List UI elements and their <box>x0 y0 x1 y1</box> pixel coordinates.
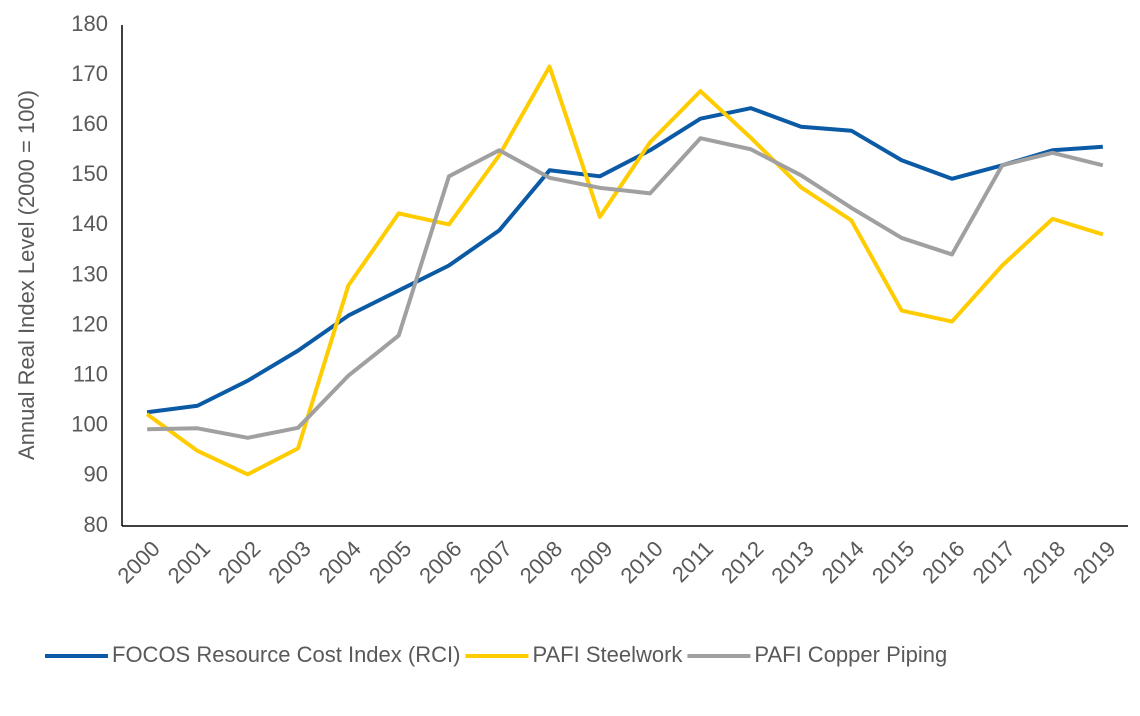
x-tick-label: 2013 <box>766 536 818 588</box>
x-tick-label: 2014 <box>817 536 869 588</box>
x-tick-label: 2012 <box>716 536 768 588</box>
y-axis-label: Annual Real Index Level (2000 = 100) <box>14 90 39 460</box>
x-tick-label: 2019 <box>1068 536 1120 588</box>
y-tick-label: 140 <box>71 211 108 236</box>
x-tick-label: 2000 <box>113 536 165 588</box>
legend-label: PAFI Steelwork <box>532 642 683 667</box>
x-tick-label: 2011 <box>667 536 718 587</box>
y-tick-label: 150 <box>71 161 108 186</box>
x-tick-label: 2018 <box>1018 536 1070 588</box>
x-tick-label: 2003 <box>263 536 315 588</box>
x-tick-label: 2005 <box>364 536 416 588</box>
y-tick-label: 170 <box>71 61 108 86</box>
x-tick-label: 2015 <box>867 536 919 588</box>
y-tick-label: 130 <box>71 261 108 286</box>
x-tick-label: 2017 <box>968 536 1020 588</box>
y-tick-label: 90 <box>84 462 108 487</box>
y-tick-label: 80 <box>84 512 108 537</box>
x-tick-label: 2001 <box>163 536 215 588</box>
y-tick-label: 160 <box>71 111 108 136</box>
x-tick-label: 2008 <box>515 536 567 588</box>
x-tick-label: 2007 <box>465 536 517 588</box>
legend-label: FOCOS Resource Cost Index (RCI) <box>112 642 460 667</box>
y-tick-label: 100 <box>71 412 108 437</box>
series-line <box>145 64 1104 477</box>
x-tick-label: 2010 <box>616 536 668 588</box>
series-line <box>146 106 1103 415</box>
x-tick-label: 2004 <box>314 536 366 588</box>
x-tick-label: 2006 <box>414 536 466 588</box>
y-tick-label: 120 <box>71 311 108 336</box>
series-line <box>147 136 1104 440</box>
x-tick-label: 2002 <box>213 536 265 588</box>
x-tick-label: 2009 <box>565 536 617 588</box>
x-tick-label: 2016 <box>917 536 969 588</box>
y-tick-label: 110 <box>73 362 108 387</box>
legend-label: PAFI Copper Piping <box>754 642 947 667</box>
y-tick-label: 180 <box>71 11 108 36</box>
